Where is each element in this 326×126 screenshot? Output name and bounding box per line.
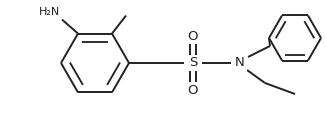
Text: S: S (189, 56, 197, 70)
Text: O: O (188, 29, 198, 42)
Text: O: O (188, 84, 198, 97)
Text: N: N (235, 56, 245, 70)
Text: H₂N: H₂N (39, 7, 60, 17)
